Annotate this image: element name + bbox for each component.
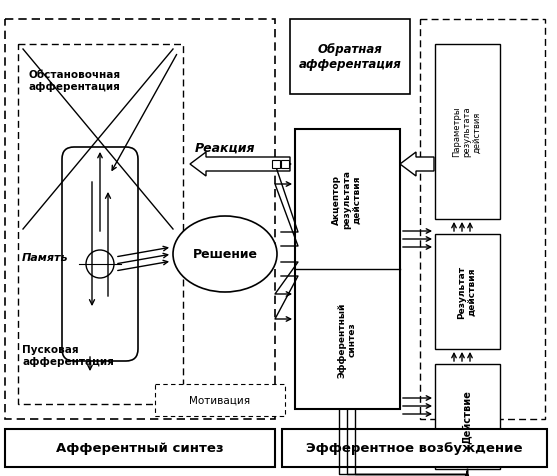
Bar — [18, 45, 183, 404]
Ellipse shape — [173, 217, 277, 292]
Polygon shape — [400, 153, 434, 177]
Text: Реакция: Реакция — [195, 141, 256, 154]
Text: Пусковая
афферентация: Пусковая афферентация — [22, 344, 114, 366]
Text: Результат
действия: Результат действия — [457, 265, 477, 318]
Polygon shape — [190, 153, 290, 177]
Bar — [282, 429, 547, 467]
Text: Афферентный синтез: Афферентный синтез — [56, 442, 224, 455]
Circle shape — [86, 250, 114, 278]
Text: Эфферентный
синтез: Эфферентный синтез — [338, 302, 356, 377]
Bar — [272, 161, 280, 169]
Text: Мотивация: Мотивация — [189, 395, 251, 405]
Bar — [281, 161, 289, 169]
Text: Обстановочная
афферентация: Обстановочная афферентация — [28, 70, 120, 91]
Text: Память: Память — [22, 252, 69, 262]
FancyBboxPatch shape — [62, 148, 138, 361]
Bar — [435, 45, 500, 219]
Bar — [435, 235, 500, 349]
Bar — [295, 130, 400, 409]
Text: Действие: Действие — [462, 389, 472, 443]
Text: Обратная
афферентация: Обратная афферентация — [299, 43, 402, 71]
Text: Параметры
результата
действия: Параметры результата действия — [452, 107, 482, 157]
Bar — [290, 20, 410, 95]
Text: Решение: Решение — [193, 248, 257, 261]
Bar — [420, 20, 545, 419]
Text: Акцептор
результата
действия: Акцептор результата действия — [332, 170, 362, 229]
Bar — [435, 364, 500, 469]
Bar — [155, 384, 285, 416]
Bar — [5, 20, 275, 419]
Text: Эфферентное возбуждение: Эфферентное возбуждение — [306, 442, 522, 455]
Bar — [5, 429, 275, 467]
